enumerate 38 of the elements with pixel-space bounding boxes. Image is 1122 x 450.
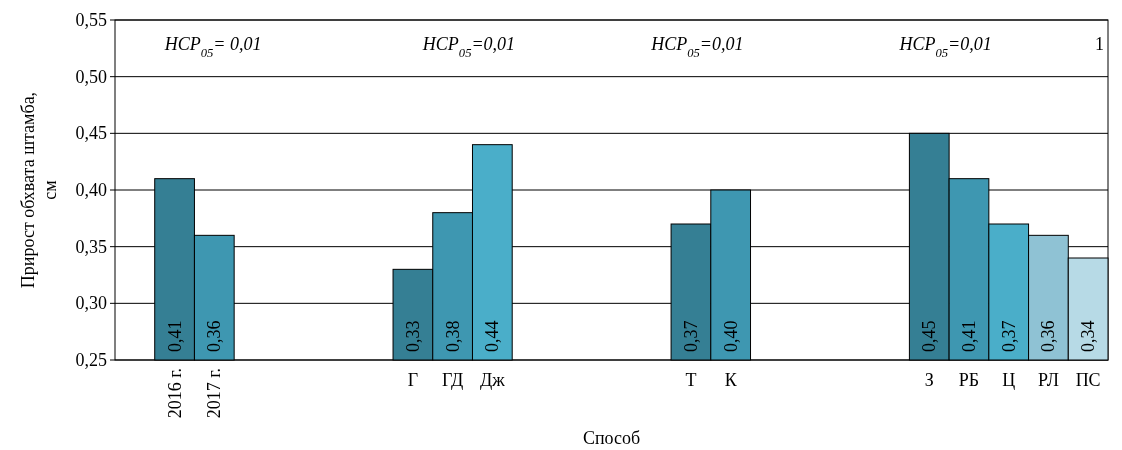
annotation: НСР$_{05}$=0,01 [898, 34, 992, 60]
data-label: 0,37 [680, 320, 701, 352]
data-label: 0,37 [998, 320, 1019, 352]
data-label: 0,36 [1038, 320, 1059, 352]
y-tick-label: 0,30 [75, 293, 107, 314]
data-label: 0,44 [482, 320, 503, 352]
y-axis-title: Прирост обхвата штамба, см [18, 91, 60, 289]
x-tick-label: З [924, 370, 934, 390]
x-tick-label: 2017 г. [204, 368, 225, 419]
data-label: 0,36 [204, 320, 225, 352]
x-tick-label: ПС [1075, 370, 1101, 390]
x-tick-label: РБ [958, 370, 980, 390]
data-label: 0,40 [720, 320, 741, 352]
data-label: 0,33 [402, 320, 423, 352]
data-label: 0,34 [1078, 320, 1099, 352]
data-label: 0,38 [442, 320, 463, 352]
data-label: 0,45 [919, 320, 940, 352]
x-tick-label: РЛ [1037, 370, 1059, 390]
annotation: НСР$_{05}$=0,01 [421, 34, 516, 60]
y-tick-label: 0,25 [75, 350, 107, 370]
annotation: НСР$_{05}$=0,01 [650, 34, 744, 60]
x-tick-label: Г [407, 370, 419, 390]
annotation: 1 [1095, 34, 1104, 54]
x-tick-label: Дж [479, 370, 506, 390]
x-tick-label: 2016 г. [164, 368, 185, 419]
x-tick-label: К [724, 370, 738, 390]
y-tick-label: 0,40 [75, 180, 107, 200]
y-tick-label: 0,50 [75, 66, 107, 87]
x-tick-label: Т [685, 370, 697, 390]
x-tick-label: ГД [442, 370, 464, 390]
y-tick-label: 0,45 [75, 123, 107, 144]
data-label: 0,41 [164, 320, 185, 352]
x-axis-title: Способ [582, 428, 641, 448]
data-label: 0,41 [958, 320, 979, 352]
annotation: НСР$_{05}$= 0,01 [163, 34, 262, 60]
y-tick-label: 0,35 [75, 236, 107, 257]
x-tick-label: Ц [1002, 370, 1016, 390]
y-tick-label: 0,55 [75, 10, 107, 30]
